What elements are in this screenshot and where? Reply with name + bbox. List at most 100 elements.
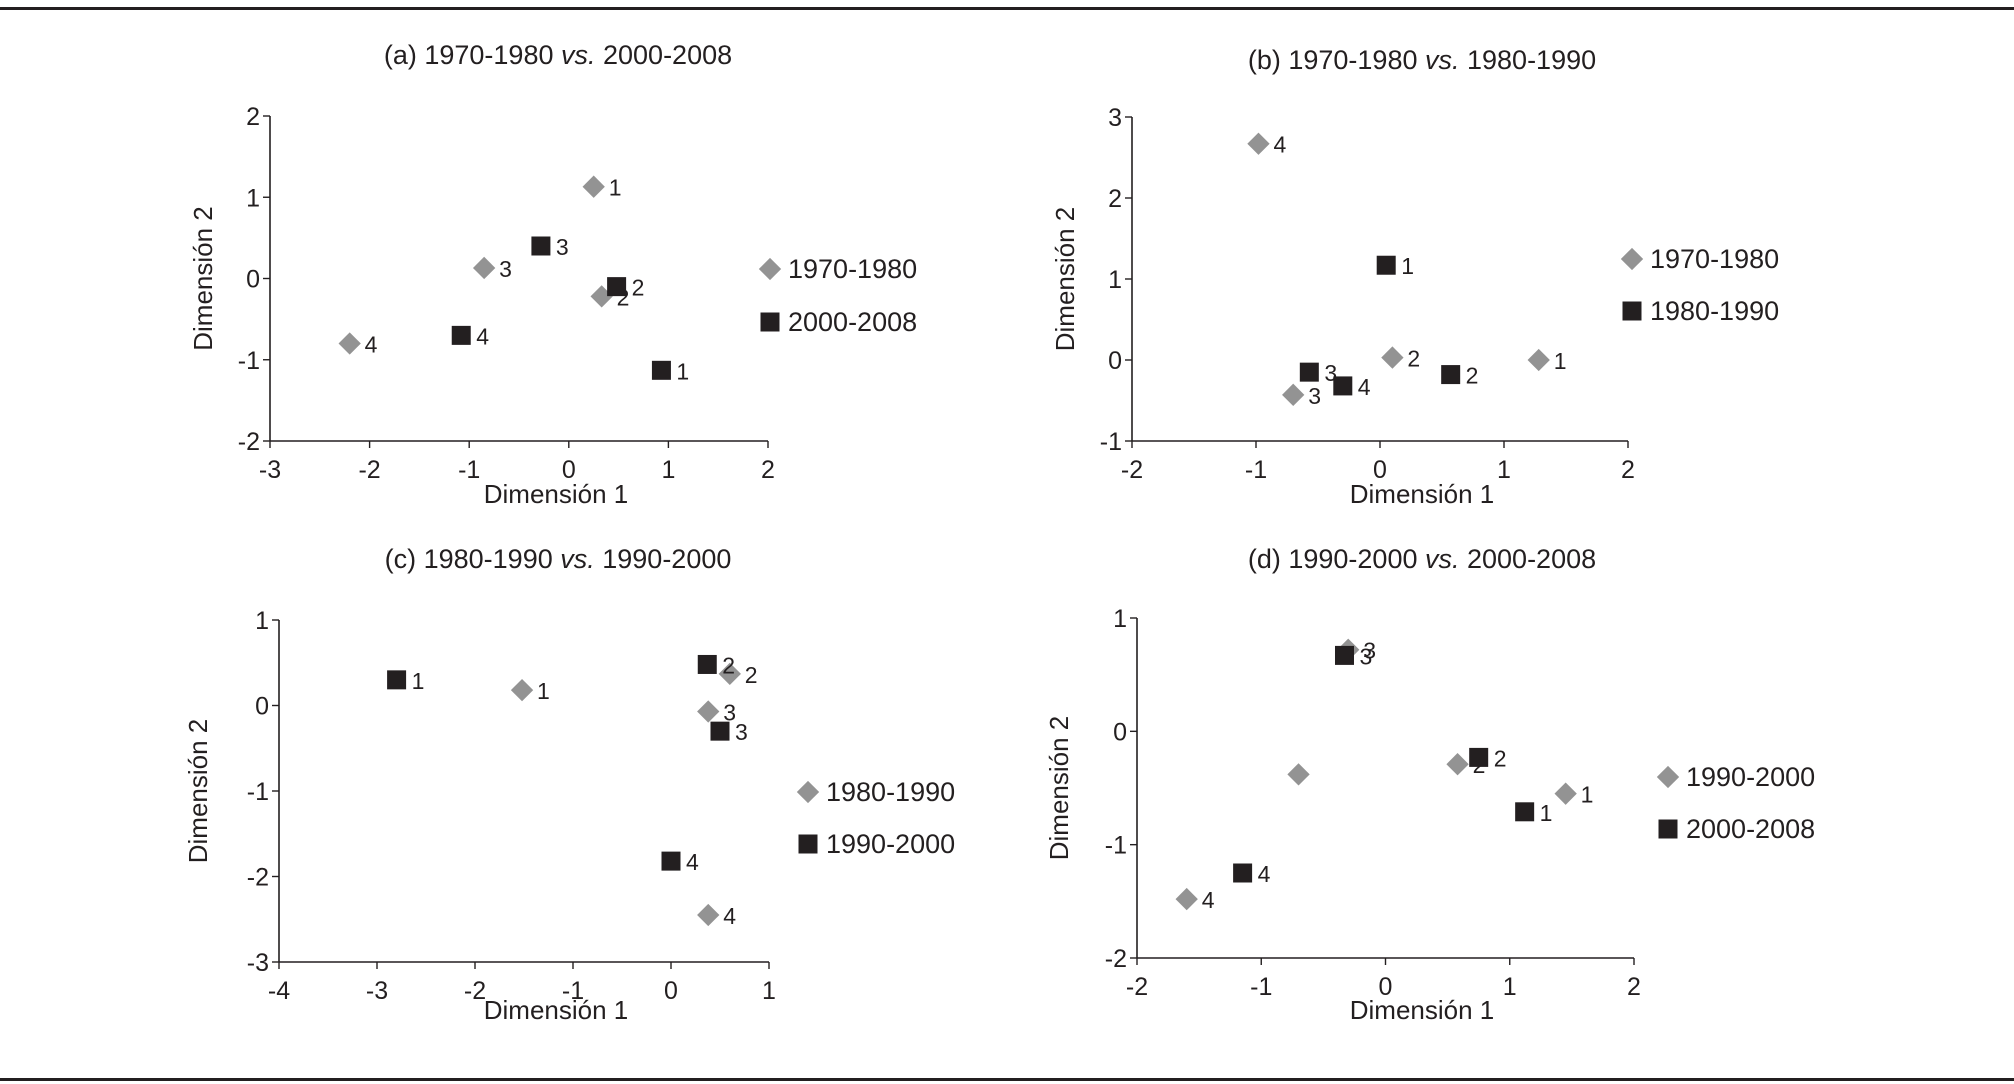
y-axis-label: Dimensión 2 <box>1044 716 1074 861</box>
panel-title-prefix: (d) 1990-2000 <box>1248 544 1425 574</box>
x-tick-label: -3 <box>259 456 281 484</box>
point-label: 3 <box>735 719 748 745</box>
point-label: 4 <box>1358 374 1371 400</box>
point-label: 3 <box>499 256 512 282</box>
y-tick-label: 0 <box>255 693 269 721</box>
data-point <box>1175 887 1198 911</box>
x-tick-label: 2 <box>761 456 775 484</box>
point-label: 3 <box>1363 638 1376 664</box>
point-label: 2 <box>632 275 645 301</box>
legend-square-icon <box>1622 301 1642 321</box>
point-label: 1 <box>1540 800 1553 826</box>
top-rule <box>0 7 2014 10</box>
data-point <box>1287 763 1310 786</box>
x-axis-label: Dimensión 1 <box>484 995 629 1025</box>
y-tick-label: 2 <box>1108 185 1122 213</box>
data-point <box>1446 753 1469 776</box>
data-point <box>1247 132 1270 155</box>
panel-title-suffix: 1980-1990 <box>1460 45 1597 75</box>
data-point <box>1334 645 1354 665</box>
data-point <box>387 670 407 690</box>
data-point <box>338 332 361 355</box>
x-tick-label: -2 <box>1121 456 1143 484</box>
data-point <box>1376 255 1396 275</box>
panel-b: (b) 1970-1980 vs. 1980-1990-2 -1 0 1 2-10123… <box>1050 45 1779 509</box>
x-tick-label: 0 <box>664 977 678 1005</box>
y-tick-label: 2 <box>246 103 260 131</box>
point-label: 1 <box>1581 782 1594 808</box>
panel-a: (a) 1970-1980 vs. 2000-2008-3 -2 -1 0 1 2-2-1… <box>188 40 917 509</box>
legend-label: 1980-1990 <box>1650 296 1779 326</box>
data-point <box>1527 348 1550 372</box>
x-tick-label: 0 <box>1373 456 1387 484</box>
data-point <box>1441 365 1461 385</box>
point-label: 3 <box>723 699 736 725</box>
y-tick-label: -3 <box>247 949 269 977</box>
panel-title-italic: vs. <box>1425 45 1460 75</box>
panel-c: (c) 1980-1990 vs. 1990-2000-4 -3 -2 -1 0 1-3-… <box>183 544 955 1025</box>
point-label: 4 <box>723 903 736 929</box>
y-tick-label: -1 <box>238 347 260 375</box>
x-tick-label: -2 <box>1126 973 1148 1001</box>
y-tick-label: -1 <box>247 778 269 806</box>
legend-square-icon <box>760 312 780 332</box>
x-axis-label: Dimensión 1 <box>1350 479 1495 509</box>
y-tick-label: -2 <box>1105 945 1127 973</box>
legend-label: 1970-1980 <box>1650 244 1779 274</box>
panel-title-italic: vs. <box>1425 544 1460 574</box>
data-point <box>697 654 717 674</box>
legend-label: 2000-2008 <box>788 307 917 337</box>
point-label: 2 <box>745 662 758 688</box>
data-point <box>582 175 605 198</box>
y-tick-label: 1 <box>1113 605 1127 633</box>
y-tick-label: 0 <box>1113 718 1127 746</box>
legend-label: 2000-2008 <box>1686 814 1815 844</box>
x-tick-label: -1 <box>562 977 584 1005</box>
data-point <box>1299 362 1319 382</box>
data-point <box>718 662 741 686</box>
x-tick-label: -3 <box>366 977 388 1005</box>
legend-square-icon <box>1658 819 1678 839</box>
point-label: 4 <box>365 332 378 358</box>
x-axis-label: Dimensión 1 <box>484 479 629 509</box>
data-point <box>1282 383 1305 406</box>
point-label: 1 <box>537 678 550 704</box>
x-tick-label: 1 <box>1497 456 1511 484</box>
panel-d: (d) 1990-2000 vs. 2000-2008 -2 -1 0 1 2 -2 -1 0 1… <box>1044 544 1815 1025</box>
data-point <box>1333 376 1353 396</box>
y-tick-label: 1 <box>1108 266 1122 294</box>
panel-title: (c) 1980-1990 vs. 1990-2000 <box>385 544 732 574</box>
y-tick-label: 1 <box>246 184 260 212</box>
data-point <box>1469 747 1489 767</box>
point-label: 4 <box>686 849 699 875</box>
point-label: 4 <box>1202 887 1215 913</box>
data-point <box>697 700 720 723</box>
y-tick-label: 1 <box>255 607 269 635</box>
legend-diamond-icon <box>796 780 820 804</box>
legend-label: 1990-2000 <box>826 829 955 859</box>
panel-title-suffix: 2000-2008 <box>1460 544 1597 574</box>
point-label: 2 <box>1466 363 1479 389</box>
point-label: 1 <box>1401 253 1414 279</box>
data-point <box>607 277 627 297</box>
legend-diamond-icon <box>1656 765 1680 789</box>
x-tick-label: -4 <box>268 977 290 1005</box>
panel-title-italic: vs. <box>560 544 595 574</box>
legend-square-icon <box>798 834 818 854</box>
y-tick-label: -1 <box>1100 428 1122 456</box>
series-2000-2008: 1 2 3 4 <box>451 234 689 384</box>
point-label: 3 <box>1308 383 1321 409</box>
y-tick-label: 3 <box>1108 104 1122 132</box>
x-tick-label: 2 <box>1621 456 1635 484</box>
data-point <box>710 721 730 741</box>
point-label: 3 <box>1359 643 1372 669</box>
panel-title: (d) 1990-2000 vs. 2000-2008 <box>1248 544 1596 574</box>
panel-title-italic: vs. <box>561 40 596 70</box>
x-tick-label: -2 <box>358 456 380 484</box>
point-label: 3 <box>556 234 569 260</box>
panel-title-prefix: (b) 1970-1980 <box>1248 45 1425 75</box>
x-tick-label: 0 <box>562 456 576 484</box>
bottom-rule <box>0 1078 2014 1081</box>
